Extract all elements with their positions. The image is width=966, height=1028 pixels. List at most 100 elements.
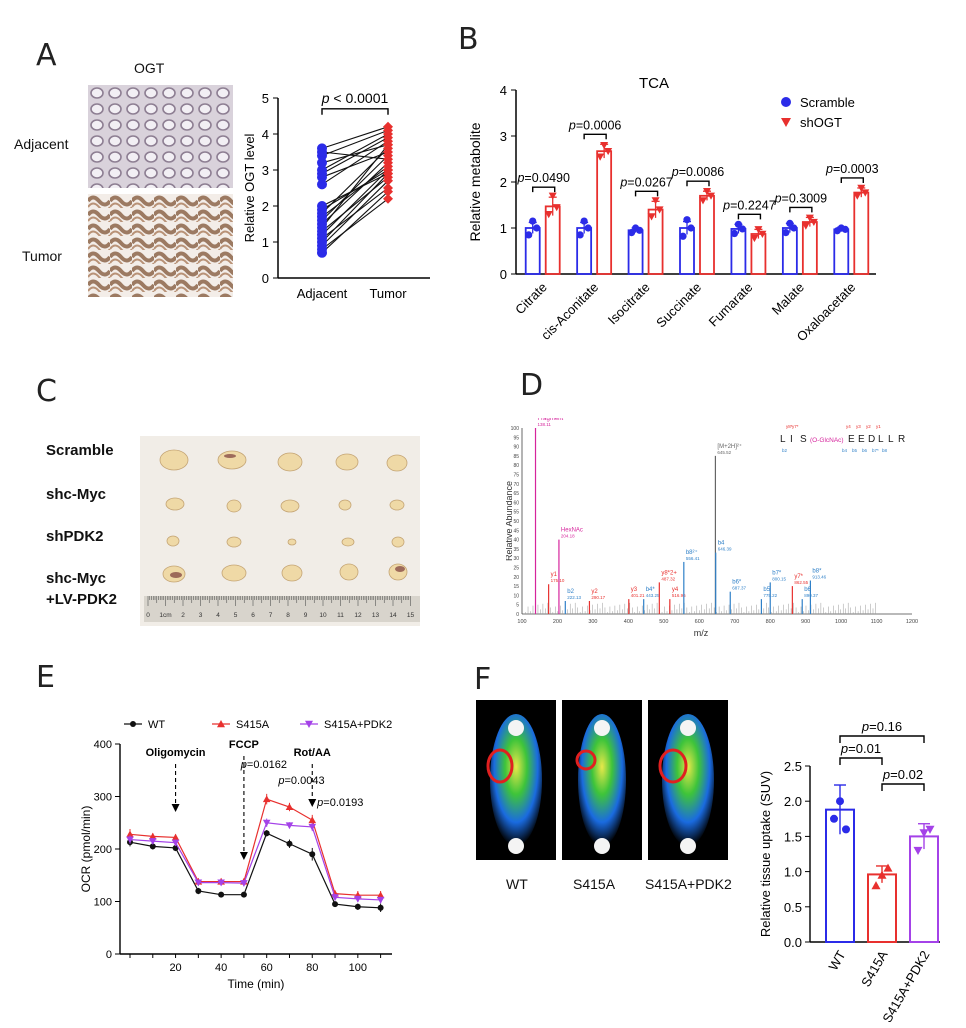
y-tick-label: 4 bbox=[262, 127, 269, 142]
peak-label-line: 138.11 bbox=[538, 422, 552, 427]
peak-label-line: 890.37 bbox=[804, 593, 818, 598]
data-point bbox=[194, 879, 203, 887]
sequence-residue: L bbox=[888, 434, 894, 445]
peak-label-line: b8²⁺ bbox=[686, 549, 698, 556]
p-value-p: p bbox=[671, 165, 679, 179]
point-shogt bbox=[861, 189, 870, 197]
point-adjacent bbox=[317, 244, 327, 255]
x-tick-label: Citrate bbox=[512, 280, 550, 318]
x-tick-label: 40 bbox=[215, 962, 227, 974]
legend-marker bbox=[781, 118, 791, 127]
data-point bbox=[149, 843, 156, 850]
peak-label: b6* 687.37 bbox=[732, 580, 746, 591]
significance-bracket bbox=[321, 108, 389, 115]
peak-label-line: b6* bbox=[732, 580, 742, 586]
bar bbox=[801, 221, 818, 275]
ruler-label: 11 bbox=[337, 612, 344, 619]
panel-letter-e: E bbox=[36, 660, 55, 695]
point-shogt bbox=[801, 222, 810, 230]
x-tick-label: 900 bbox=[801, 619, 810, 625]
y-tick-label: 2.5 bbox=[784, 759, 802, 774]
point-tumor bbox=[383, 139, 393, 150]
point-adjacent bbox=[317, 179, 327, 190]
x-tick-label: 700 bbox=[730, 619, 739, 625]
p-value-val: =0.3009 bbox=[782, 191, 828, 205]
p-value: p < 0.0001 bbox=[321, 90, 389, 106]
p-value: p=0.0006 bbox=[568, 118, 622, 132]
peak-label-line: 645.52 bbox=[717, 450, 731, 455]
peak-label: [M+2H]²⁺ 645.52 bbox=[717, 443, 742, 455]
point-adjacent bbox=[317, 157, 327, 168]
x-tick-label: 1100 bbox=[871, 619, 883, 625]
peak-label-line: y7* bbox=[794, 574, 803, 580]
pair-line bbox=[321, 165, 389, 218]
significance-bracket bbox=[737, 213, 762, 220]
p-value-val: < 0.0001 bbox=[330, 90, 389, 106]
y-tick-label: 2 bbox=[500, 175, 507, 190]
peak-label: y7* 862.55 bbox=[794, 574, 808, 585]
c-row-label-shc-myc-2: shc-Myc bbox=[46, 570, 107, 587]
y-ion-label: y4 bbox=[846, 424, 851, 429]
peak-label-line: y3 bbox=[631, 587, 638, 593]
p-value-val: =0.02 bbox=[890, 767, 923, 782]
peak-label: b6 890.37 bbox=[804, 587, 818, 598]
y-tick-label: 5 bbox=[516, 603, 519, 609]
p-value: p=0.0193 bbox=[316, 797, 363, 809]
x-tick-label: 100 bbox=[517, 619, 526, 625]
sequence-residue: E bbox=[858, 434, 865, 445]
pair-line bbox=[321, 187, 389, 239]
p-value-p: p bbox=[316, 797, 323, 809]
peak-label: b8²⁺ 556.41 bbox=[686, 549, 700, 561]
point-shogt bbox=[703, 188, 711, 196]
chart-title: TCA bbox=[639, 75, 669, 92]
peak-label: b8* 913.46 bbox=[812, 569, 826, 580]
peak-label-line: 175.10 bbox=[551, 578, 565, 583]
y-tick-label: 5 bbox=[262, 91, 269, 106]
point-scramble bbox=[635, 226, 644, 234]
peak-label: b2 222.13 bbox=[567, 589, 581, 600]
point-adjacent bbox=[317, 165, 327, 175]
data-point bbox=[240, 891, 247, 898]
data-point bbox=[240, 880, 248, 887]
peak-label: b4* 443.25 bbox=[646, 587, 660, 598]
y-ion-label: y3 bbox=[856, 424, 861, 429]
data-point bbox=[171, 833, 180, 841]
bar bbox=[909, 835, 939, 943]
peak-label-line: 556.41 bbox=[686, 556, 700, 561]
peak-label: b4 646.39 bbox=[718, 541, 732, 552]
pair-line bbox=[321, 173, 389, 243]
panel-letter-d: D bbox=[520, 368, 544, 403]
data-point bbox=[148, 838, 157, 845]
bar bbox=[627, 229, 644, 275]
data-point bbox=[263, 830, 270, 837]
p-value-val: =0.2247 bbox=[730, 198, 776, 212]
x-tick-label: 1000 bbox=[835, 619, 847, 625]
y-tick-label: 300 bbox=[94, 792, 112, 804]
peak-label: y4 516.96 bbox=[672, 587, 686, 598]
ruler-label: 9 bbox=[304, 612, 308, 619]
data-point bbox=[171, 839, 180, 847]
y-tick-label: 100 bbox=[94, 897, 112, 909]
legend-marker bbox=[781, 97, 791, 107]
y-tick-label: 400 bbox=[94, 739, 112, 751]
ihc-image-adjacent bbox=[88, 85, 233, 188]
b-ion-label: b6 bbox=[862, 448, 868, 453]
p-value: p=0.0003 bbox=[825, 162, 879, 176]
y-tick-label: 60 bbox=[513, 500, 519, 506]
series-line bbox=[129, 832, 381, 909]
data-point bbox=[354, 895, 362, 903]
significance-bracket bbox=[839, 735, 925, 743]
p-value-val: =0.0162 bbox=[247, 759, 287, 771]
point-shogt bbox=[544, 211, 553, 219]
y-tick-label: 1.0 bbox=[784, 865, 802, 880]
ruler-label: 1cm bbox=[159, 612, 171, 619]
peak-label-line: y2 bbox=[591, 589, 598, 595]
y-tick-label: 40 bbox=[513, 538, 519, 544]
pair-line bbox=[321, 126, 389, 149]
data-point bbox=[309, 851, 316, 858]
legend-marker bbox=[130, 721, 136, 727]
x-tick-label: Fumarate bbox=[706, 280, 756, 330]
y-tick-label: 80 bbox=[513, 463, 519, 469]
sequence-residue: (O-GlcNAc) bbox=[810, 437, 844, 444]
